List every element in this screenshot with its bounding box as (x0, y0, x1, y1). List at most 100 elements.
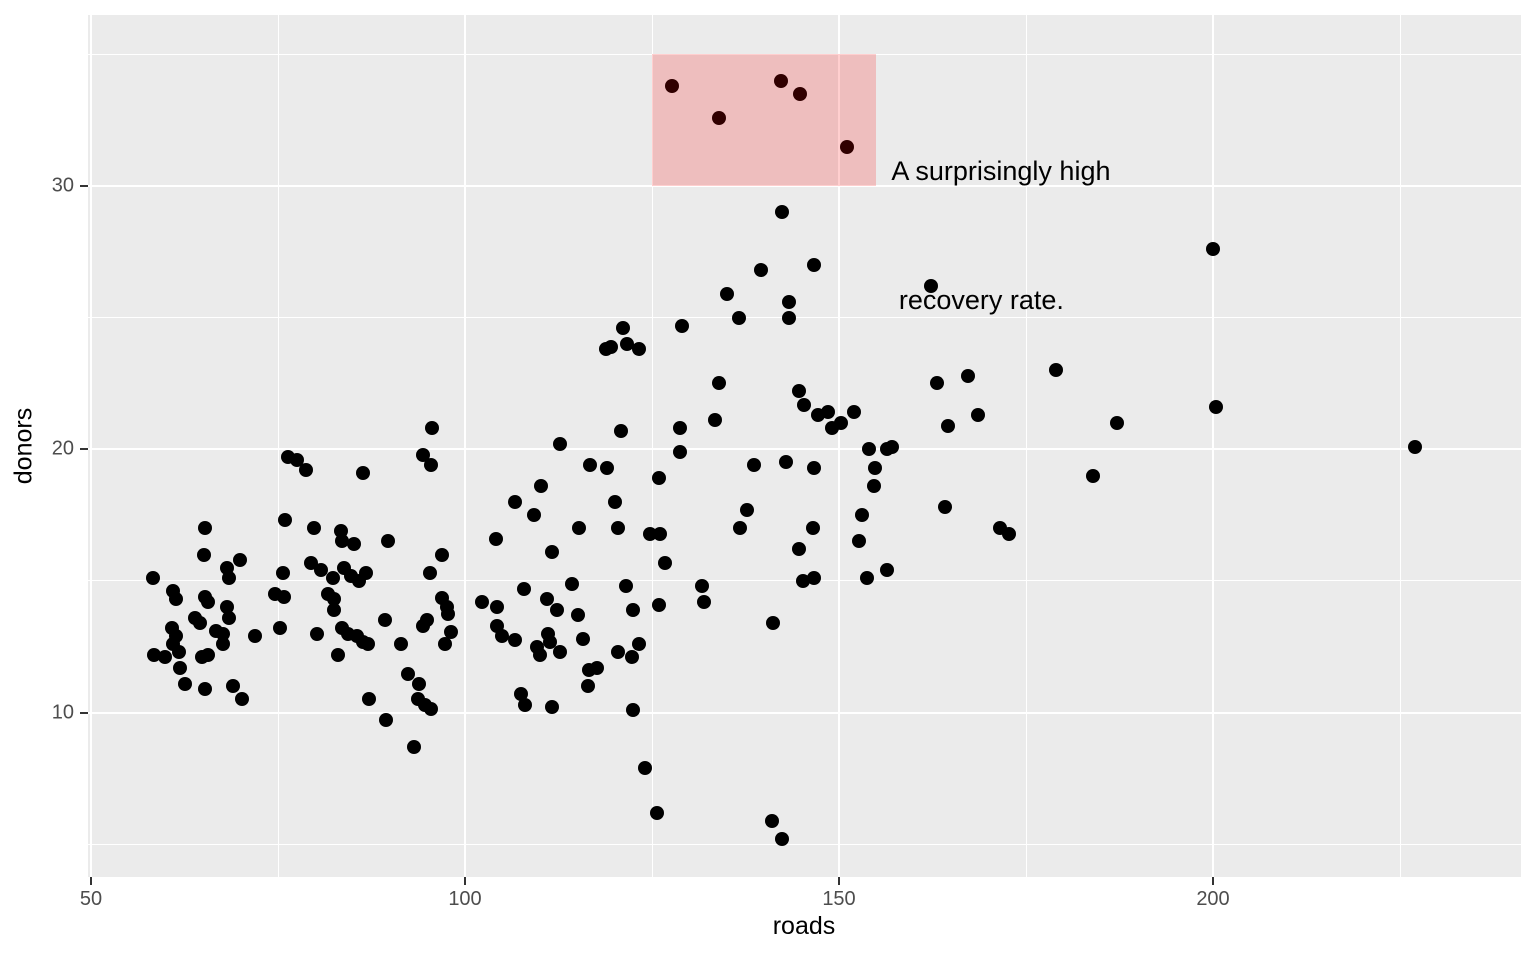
data-point (805, 521, 820, 536)
data-point (618, 579, 633, 594)
data-point (330, 647, 345, 662)
data-point (807, 571, 822, 586)
data-point (610, 521, 625, 536)
data-point (781, 294, 796, 309)
data-point (1086, 468, 1101, 483)
data-point (961, 368, 976, 383)
data-point (632, 342, 647, 357)
data-point (796, 397, 811, 412)
data-point (543, 634, 558, 649)
data-point (508, 494, 523, 509)
data-point (424, 458, 439, 473)
data-point (615, 321, 630, 336)
data-point (697, 595, 712, 609)
data-point (326, 571, 341, 586)
x-axis-tick (1212, 877, 1214, 885)
gridline (1399, 15, 1401, 877)
data-point (178, 676, 193, 691)
data-point (416, 447, 431, 462)
gridline (88, 711, 1521, 714)
data-point (792, 542, 807, 557)
data-point (197, 681, 212, 696)
data-point (879, 563, 894, 578)
data-point (564, 576, 579, 591)
gridline (464, 15, 466, 877)
gridline (1025, 15, 1027, 877)
data-point (791, 384, 806, 399)
data-point (600, 460, 615, 475)
x-axis-tick-label: 100 (448, 888, 482, 910)
data-point (327, 602, 342, 617)
data-point (220, 600, 235, 615)
data-point (673, 421, 688, 436)
gridline (1212, 15, 1214, 877)
data-point (490, 600, 505, 615)
data-point (534, 479, 549, 494)
data-point (733, 521, 748, 536)
data-point (775, 831, 790, 846)
data-point (807, 257, 822, 272)
x-axis-tick (464, 877, 466, 885)
data-point (582, 458, 597, 473)
data-point (571, 521, 586, 536)
data-point (657, 555, 672, 570)
data-point (653, 526, 668, 541)
data-point (603, 339, 618, 354)
data-point (196, 547, 211, 562)
data-point (235, 692, 250, 707)
data-point (846, 405, 861, 420)
data-point (514, 687, 529, 702)
data-point (1110, 415, 1125, 430)
y-axis-title: donors (9, 407, 38, 485)
data-point (695, 579, 710, 594)
highlight-rect (652, 54, 877, 186)
gridline (88, 53, 1521, 55)
data-point (712, 110, 727, 125)
data-point (773, 73, 788, 88)
gridline (838, 15, 840, 877)
data-point (941, 418, 956, 433)
data-point (624, 650, 639, 665)
data-point (550, 602, 564, 617)
data-point (419, 613, 434, 628)
data-point (412, 676, 427, 691)
y-axis-tick (80, 185, 88, 187)
data-point (796, 573, 811, 588)
plot-panel: A surprisingly high recovery rate. (88, 15, 1521, 877)
data-point (867, 460, 882, 475)
data-point (576, 631, 591, 646)
data-point (508, 633, 523, 648)
data-point (852, 534, 867, 549)
data-point (1208, 400, 1223, 415)
data-point (146, 571, 161, 586)
data-point (834, 415, 849, 430)
data-point (611, 645, 626, 660)
data-point (540, 592, 555, 607)
gridline (88, 185, 1521, 187)
data-point (425, 421, 440, 436)
data-point (739, 502, 754, 517)
data-point (673, 444, 688, 459)
data-point (289, 452, 304, 467)
data-point (632, 637, 647, 652)
data-point (859, 571, 874, 586)
data-point (820, 405, 835, 420)
data-point (731, 310, 746, 325)
data-point (334, 534, 349, 549)
data-point (247, 629, 262, 644)
data-point (924, 279, 938, 294)
data-point (650, 805, 665, 820)
y-axis-tick (80, 448, 88, 451)
data-point (306, 521, 321, 536)
data-point (173, 660, 187, 675)
data-point (929, 376, 944, 391)
data-point (620, 336, 635, 351)
data-point (626, 602, 641, 617)
data-point (754, 263, 769, 278)
data-point (766, 616, 781, 631)
data-point (1206, 242, 1220, 257)
data-point (488, 531, 503, 546)
gridline (651, 15, 653, 877)
data-point (526, 508, 541, 523)
